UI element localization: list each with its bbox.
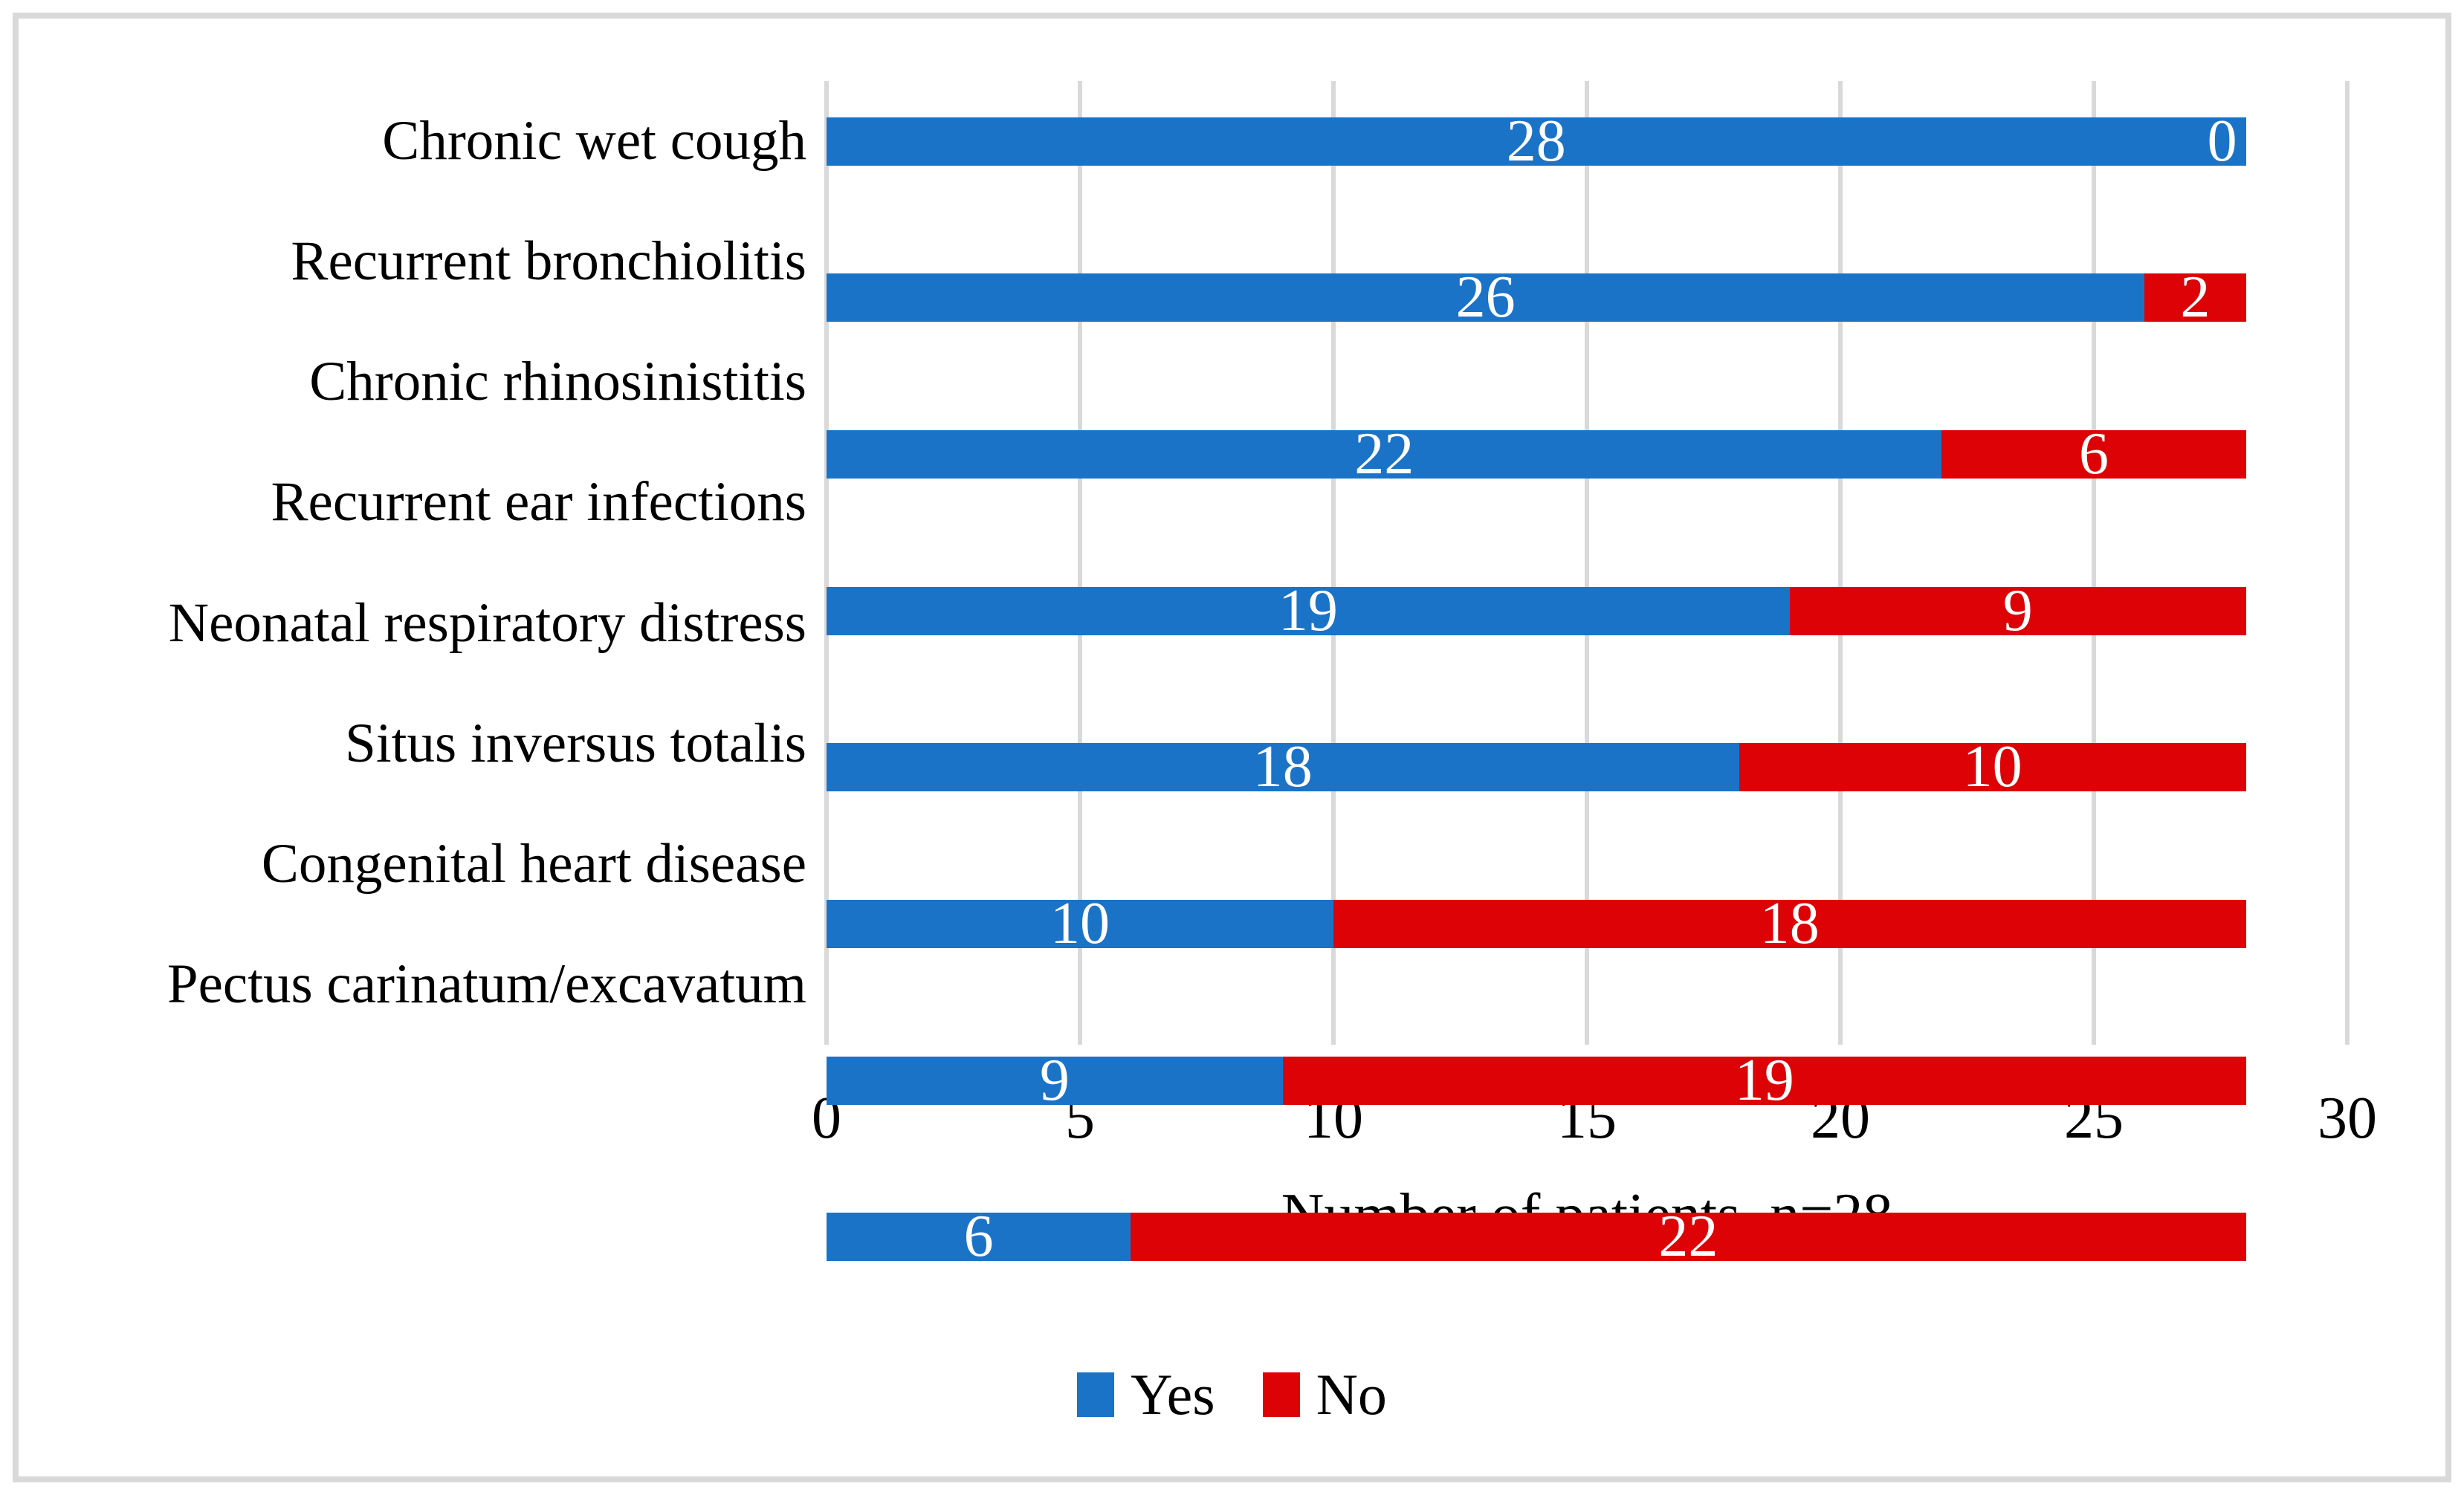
category-labels: Chronic wet cough Recurrent bronchiolitis…: [22, 81, 806, 1045]
bar-row: 6 22: [827, 1204, 2347, 1333]
gridline: [1585, 81, 1589, 1045]
gridline: [2345, 81, 2350, 1045]
gridline: [824, 81, 829, 1045]
bar-segment-no: 6: [1941, 421, 2246, 487]
bars-layer: 28 0 26 2 22 6 19 9 18 10 10 18 9 19 6 22: [827, 81, 2347, 1266]
value-label: 18: [1759, 891, 1820, 956]
bar-segment-no: 9: [1789, 577, 2246, 643]
stacked-bar: 6 22: [827, 1204, 2347, 1270]
stacked-bar: 28 0: [827, 108, 2347, 174]
bar-segment-yes: 22: [827, 421, 1942, 487]
legend-swatch-yes: [1077, 1372, 1115, 1417]
legend-swatch-no: [1262, 1372, 1300, 1417]
category-label: Recurrent ear infections: [271, 471, 806, 534]
value-label: 9: [2002, 577, 2033, 643]
category-label: Pectus carinatum/excavatum: [166, 953, 806, 1015]
category-label: Situs inversus totalis: [345, 712, 806, 774]
gridline: [1837, 81, 1843, 1045]
bar-row: 9 19: [827, 1047, 2347, 1177]
value-label: 10: [1962, 734, 2022, 800]
value-label-zero: 0: [2207, 108, 2237, 174]
value-label: 2: [2180, 265, 2211, 331]
legend-item-no: No: [1262, 1362, 1387, 1427]
bar-segment-no: 22: [1131, 1204, 2246, 1270]
gridline: [2092, 81, 2096, 1045]
stacked-bar: 18 10: [827, 734, 2347, 800]
stacked-bar: 10 18: [827, 891, 2347, 956]
stacked-bar: 22 6: [827, 421, 2347, 487]
value-label: 22: [1354, 421, 1414, 487]
bar-segment-no: 10: [1739, 734, 2246, 800]
stacked-bar: 19 9: [827, 577, 2347, 643]
bar-segment-no: 18: [1333, 891, 2246, 956]
value-label: 9: [1039, 1047, 1070, 1113]
bar-segment-yes: 26: [827, 265, 2145, 331]
category-label: Chronic wet cough: [382, 110, 806, 172]
legend-item-yes: Yes: [1077, 1366, 1215, 1424]
value-label: 6: [2078, 421, 2109, 487]
x-tick-label: 30: [2318, 1086, 2377, 1151]
stacked-bar: 9 19: [827, 1047, 2347, 1113]
gridlines: [824, 81, 2350, 1045]
category-label: Chronic rhinosinistitis: [309, 351, 806, 413]
bar-segment-yes: 6: [827, 1204, 1131, 1270]
bar-row: 28 0: [827, 108, 2347, 238]
value-label: 19: [1278, 577, 1338, 643]
category-label: Congenital heart disease: [261, 832, 806, 895]
bar-segment-yes: 18: [827, 734, 1739, 800]
bar-segment-no: 2: [2144, 265, 2246, 331]
bar-segment-yes: 10: [827, 891, 1333, 956]
value-label: 6: [963, 1204, 994, 1270]
bar-row: 26 2: [827, 265, 2347, 394]
gridline: [1077, 81, 1082, 1045]
category-label: Recurrent bronchiolitis: [291, 230, 806, 293]
bar-segment-yes: 28: [827, 108, 2246, 174]
value-label: 28: [1506, 108, 1566, 174]
value-label: 22: [1658, 1204, 1718, 1270]
value-label: 10: [1050, 891, 1110, 956]
value-label: 26: [1455, 265, 1516, 331]
gridline: [1330, 81, 1336, 1045]
value-label: 18: [1252, 734, 1313, 800]
bar-row: 19 9: [827, 577, 2347, 707]
value-label: 19: [1734, 1047, 1794, 1113]
bar-segment-no: 19: [1282, 1047, 2246, 1113]
legend: Yes No: [0, 1366, 2464, 1424]
legend-label: No: [1316, 1362, 1387, 1427]
stacked-bar: 26 2: [827, 265, 2347, 331]
plot-area: 28 0 26 2 22 6 19 9 18 10 10 18 9 19 6 22: [824, 81, 2350, 1266]
bar-segment-yes: 19: [827, 577, 1790, 643]
bar-row: 22 6: [827, 421, 2347, 551]
bar-row: 10 18: [827, 891, 2347, 1020]
bar-row: 18 10: [827, 734, 2347, 863]
category-label: Neonatal respiratory distress: [168, 591, 806, 654]
legend-label: Yes: [1131, 1362, 1215, 1427]
bar-segment-yes: 9: [827, 1047, 1283, 1113]
